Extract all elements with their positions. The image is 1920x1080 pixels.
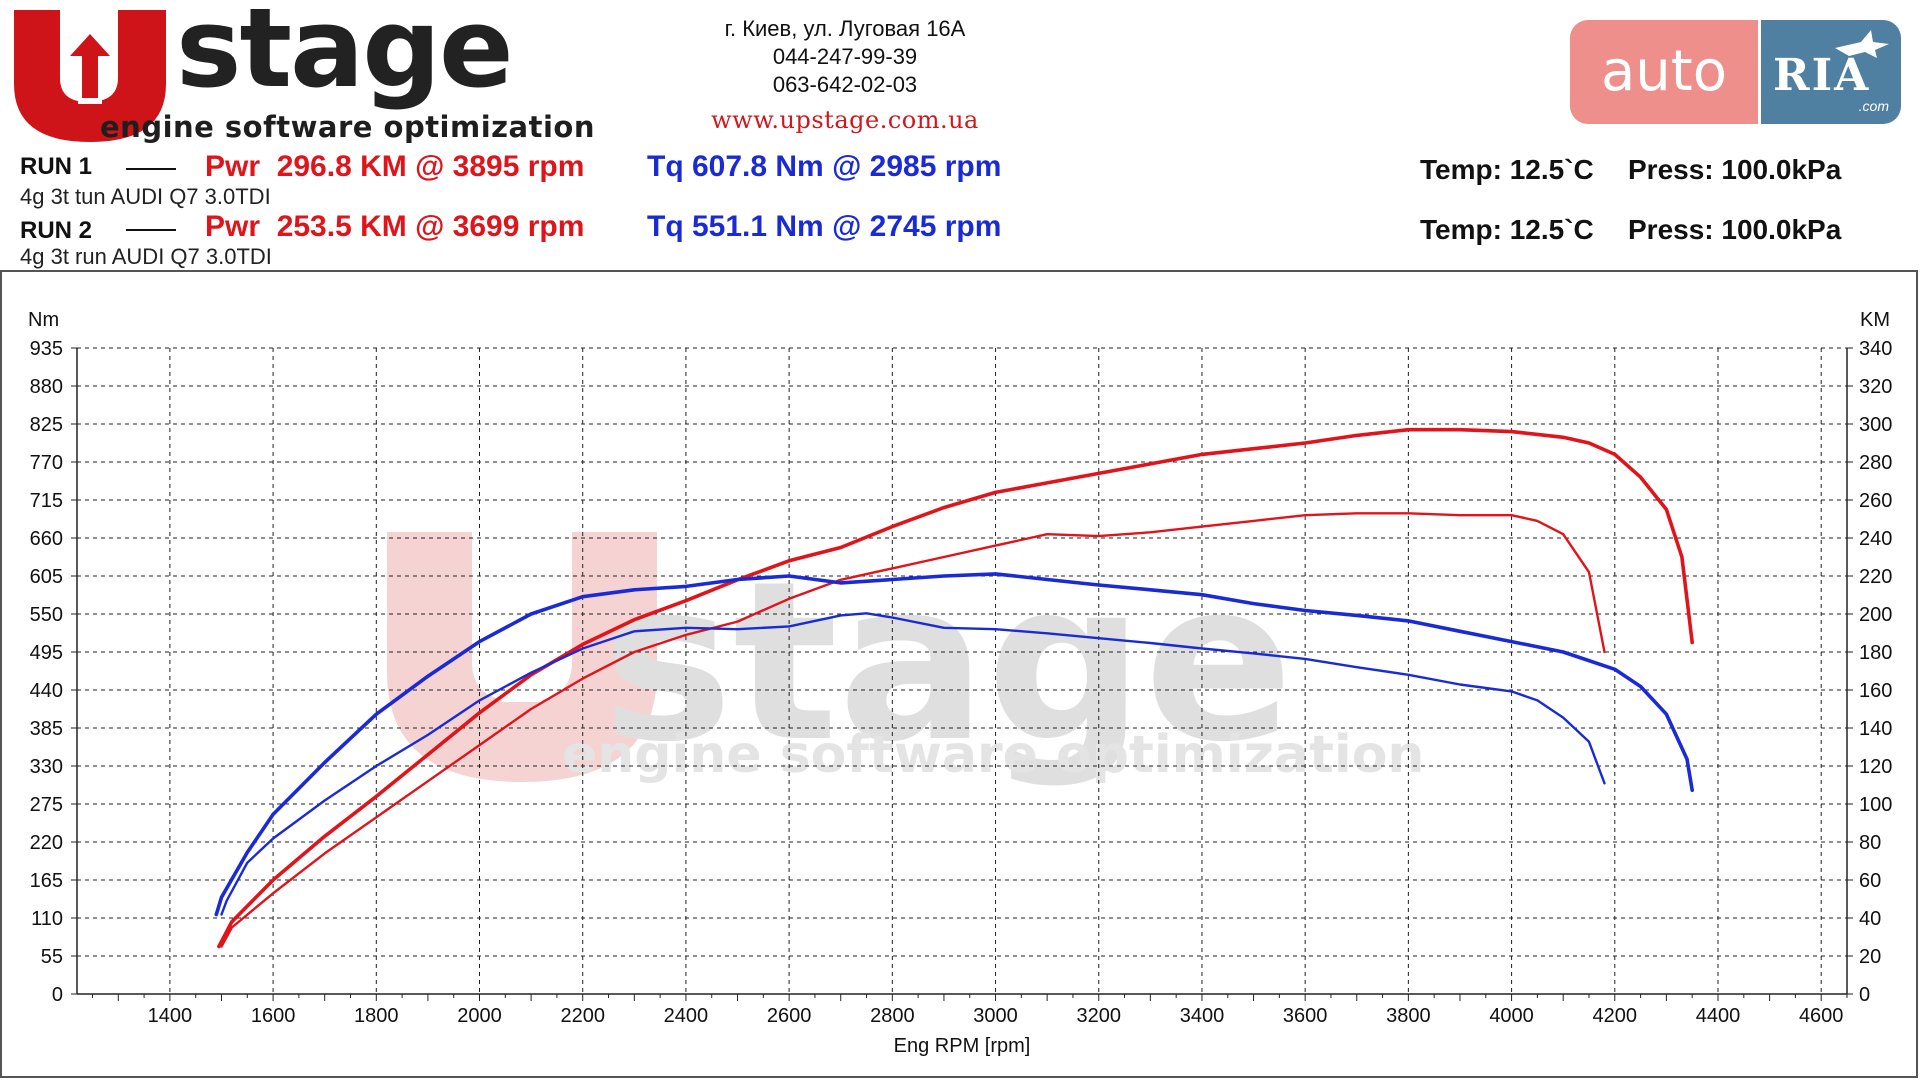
series-power-run-2	[220, 512, 1606, 948]
dyno-chart: stage engine software optimization 1400 1…	[0, 270, 1918, 1078]
run-2-car: 4g 3t run AUDI Q7 3.0TDI	[20, 244, 272, 269]
ria-com: .com	[1858, 98, 1889, 114]
run-1-car: 4g 3t tun AUDI Q7 3.0TDI	[20, 184, 271, 209]
y-left-tick-label: 715	[30, 490, 63, 512]
x-tick-label: 4000	[1489, 1005, 1534, 1027]
y-right-tick-label: 300	[1859, 414, 1892, 436]
y-right-tick-label: 340	[1859, 338, 1892, 360]
contact-address: г. Киев, ул. Луговая 16А	[724, 16, 966, 41]
series-torque-run-1	[214, 572, 1694, 917]
x-tick-label: 2000	[457, 1005, 502, 1027]
y-right-tick-label: 120	[1859, 756, 1892, 778]
chart-lines	[214, 427, 1694, 949]
logo-tagline: engine software optimization	[100, 110, 595, 144]
y-left-tick-label: 770	[30, 452, 63, 474]
x-tick-label: 1800	[354, 1005, 399, 1027]
y-left-tick-label: 110	[31, 908, 63, 930]
x-tick-label: 4600	[1799, 1005, 1844, 1027]
y-right-tick-label: 100	[1859, 794, 1892, 816]
y-left-tick-label: 825	[30, 414, 63, 436]
dyno-chart-svg: stage engine software optimization 1400 1…	[28, 309, 1893, 1057]
x-tick-label: 2400	[664, 1005, 709, 1027]
y-right-tick-label: 280	[1859, 452, 1892, 474]
y-left-tick-label: 660	[30, 528, 63, 550]
x-tick-label: 3400	[1180, 1005, 1225, 1027]
series-power-run-1	[217, 427, 1694, 949]
y-left-tick-label: 880	[30, 376, 63, 398]
y-right-tick-label: 140	[1859, 718, 1892, 740]
x-tick-label: 1400	[148, 1005, 193, 1027]
y-right-tick-label: 220	[1859, 566, 1892, 588]
watermark-tagline: engine software optimization	[562, 725, 1424, 785]
auto-ria-logo-auto: auto	[1570, 20, 1758, 124]
y-left-tick-label: 275	[30, 794, 63, 816]
y-left-tick-label: 55	[41, 946, 63, 968]
contact-website[interactable]: www.upstage.com.ua	[711, 106, 979, 134]
y-left-tick-label: 385	[30, 718, 63, 740]
y-left-tick-label: 495	[30, 642, 63, 664]
contact-phone-2: 063-642-02-03	[772, 72, 918, 97]
contact-phone-1: 044-247-99-39	[772, 44, 918, 69]
y-right-tick-label: 180	[1859, 642, 1892, 664]
y-right-tick-label: 160	[1859, 680, 1892, 702]
y-axis-left-label: Nm	[28, 309, 59, 331]
y-left-tick-label: 605	[30, 566, 63, 588]
y-right-tick-label: 80	[1859, 832, 1881, 854]
run-1-power: Pwr 296.8 KM @ 3895 rpm	[205, 150, 585, 183]
x-tick-label: 3000	[973, 1005, 1018, 1027]
x-axis-label: Eng RPM [rpm]	[894, 1035, 1031, 1057]
run-1-label: RUN 1	[20, 153, 93, 180]
chart-grid	[77, 347, 1847, 994]
x-tick-label: 3200	[1076, 1005, 1121, 1027]
y-right-tick-label: 60	[1859, 870, 1881, 892]
y-left-tick-label: 165	[30, 870, 63, 892]
x-tick-label: 4200	[1593, 1005, 1638, 1027]
run-2-torque: Tq 551.1 Nm @ 2745 rpm	[647, 210, 1002, 243]
run-2-temp: Temp: 12.5`C	[1420, 214, 1594, 245]
y-right-tick-label: 200	[1859, 604, 1892, 626]
y-right-tick-label: 20	[1859, 946, 1881, 968]
y-right-tick-label: 40	[1859, 908, 1881, 930]
run-1-temp: Temp: 12.5`C	[1420, 154, 1594, 185]
y-left-tick-label: 935	[30, 338, 63, 360]
run-1-press: Press: 100.0kPa	[1628, 154, 1842, 185]
run-2-line-sample	[126, 229, 176, 231]
y-left-tick-label: 550	[30, 604, 63, 626]
x-tick-label: 2200	[560, 1005, 605, 1027]
y-left-tick-label: 330	[30, 756, 63, 778]
x-tick-label: 2600	[767, 1005, 812, 1027]
star-icon	[1835, 30, 1889, 58]
x-tick-label: 2800	[870, 1005, 915, 1027]
chart-watermark: stage engine software optimization	[387, 532, 1424, 790]
x-tick-label: 4400	[1696, 1005, 1741, 1027]
x-tick-label: 3800	[1386, 1005, 1431, 1027]
x-tick-label: 1600	[251, 1005, 296, 1027]
chart-axes	[71, 347, 1853, 1001]
run-2-label: RUN 2	[20, 217, 93, 244]
y-left-tick-label: 220	[30, 832, 63, 854]
y-right-tick-label: 240	[1859, 528, 1892, 550]
y-right-tick-label: 260	[1859, 490, 1892, 512]
upstage-logo-mark	[14, 10, 166, 142]
y-left-tick-label: 440	[30, 680, 63, 702]
upstage-logo: stage engine software optimization	[8, 0, 608, 146]
ria-word: RIA	[1773, 50, 1871, 101]
auto-ria-logo-ria: RIA .com	[1761, 20, 1901, 124]
y-left-tick-label: 0	[52, 984, 63, 1006]
chart-ticks: 1400 1600 1800 2000 2200 2400 2600 2800 3000 3200…	[30, 338, 1893, 1027]
logo-brand: stage	[176, 0, 514, 112]
run-2-power: Pwr 253.5 KM @ 3699 rpm	[205, 210, 585, 243]
run-1-line-sample	[126, 168, 176, 170]
run-2-press: Press: 100.0kPa	[1628, 214, 1842, 245]
series-torque-run-2	[220, 612, 1606, 916]
y-right-tick-label: 320	[1859, 376, 1892, 398]
y-axis-right-label: KM	[1860, 309, 1890, 331]
x-tick-label: 3600	[1283, 1005, 1328, 1027]
run-1-torque: Tq 607.8 Nm @ 2985 rpm	[647, 150, 1002, 183]
y-right-tick-label: 0	[1859, 984, 1870, 1006]
